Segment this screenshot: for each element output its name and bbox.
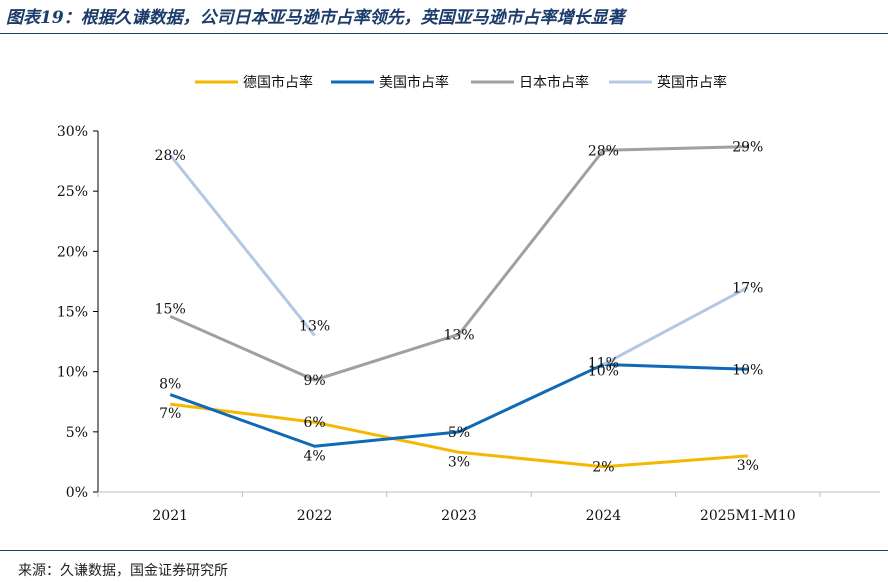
data-label: 6% (303, 415, 325, 431)
data-label: 7% (159, 406, 181, 422)
y-tick-label: 30% (57, 124, 88, 140)
legend-label: 英国市占率 (657, 74, 727, 91)
footer-rule (0, 550, 888, 551)
data-label: 3% (448, 454, 470, 470)
data-label: 10% (732, 362, 763, 378)
series-line (169, 362, 748, 448)
x-tick-label: 2025M1-M10 (700, 508, 796, 524)
data-label: 3% (737, 458, 759, 474)
y-tick-label: 0% (66, 485, 88, 501)
x-tick-label: 2023 (441, 508, 477, 524)
y-tick-label: 15% (57, 305, 88, 321)
title-rule (0, 33, 888, 34)
legend-label: 美国市占率 (379, 74, 449, 91)
data-label: 2% (592, 460, 614, 476)
data-label: 28% (155, 148, 186, 164)
y-tick-label: 20% (57, 244, 88, 260)
series-line (169, 145, 748, 382)
data-label: 5% (448, 425, 470, 441)
source-note: 来源：久谦数据，国金证券研究所 (18, 563, 228, 579)
legend-label: 日本市占率 (519, 74, 589, 91)
data-label: 28% (588, 143, 619, 159)
x-tick-label: 2022 (297, 508, 333, 524)
y-tick-label: 10% (57, 365, 88, 381)
series-line (169, 154, 316, 337)
x-tick-label: 2021 (152, 508, 188, 524)
data-label: 9% (303, 373, 325, 389)
series-line (602, 286, 749, 366)
y-tick-label: 25% (57, 184, 88, 200)
data-label: 17% (732, 280, 763, 296)
series-line (170, 402, 748, 469)
data-label: 11% (588, 355, 619, 371)
data-label: 13% (299, 319, 330, 335)
y-tick-label: 5% (66, 425, 88, 441)
x-tick-label: 2024 (586, 508, 622, 524)
data-label: 4% (303, 448, 325, 464)
data-label: 13% (443, 327, 474, 343)
data-label: 8% (159, 377, 181, 393)
data-label: 10% (588, 363, 619, 379)
data-label: 15% (155, 301, 186, 317)
page-title: 图表19：根据久谦数据，公司日本亚马逊市占率领先，英国亚马逊市占率增长显著 (6, 8, 625, 28)
legend-label: 德国市占率 (243, 74, 313, 91)
data-label: 29% (732, 140, 763, 156)
